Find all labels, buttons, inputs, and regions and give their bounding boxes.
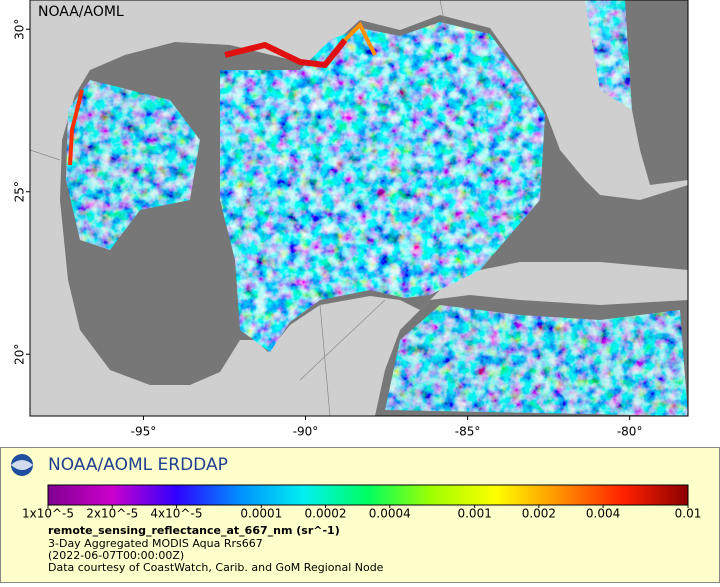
colorbar-tick-label: 2x10^-5 [86, 507, 138, 521]
axes: 30° 25° 20° -95° -90° -85° -80° [13, 19, 643, 439]
watermark: NOAA/AOML [38, 4, 124, 20]
y-tick-label: 25° [13, 181, 27, 202]
y-tick-label: 20° [13, 344, 27, 365]
map-area: NOAA/AOML [30, 0, 688, 416]
colorbar-tick-label: 0.0004 [369, 507, 411, 521]
colorbar-tick-label: 0.004 [586, 507, 620, 521]
colorbar-tick-label: 4x10^-5 [150, 507, 202, 521]
x-tick-label: -80° [617, 425, 643, 439]
coastal-high [343, 21, 377, 56]
map-frame [29, 0, 689, 417]
colorbar-tick-label: 0.01 [675, 507, 702, 521]
noaa-logo [11, 460, 33, 470]
borders [30, 0, 446, 416]
data-coverage [220, 22, 545, 352]
variable-name: remote_sensing_reflectance_at_667_nm (sr… [48, 524, 340, 537]
x-tick-label: -90° [293, 425, 319, 439]
colorbar-tick-label: 0.0002 [305, 507, 347, 521]
legend-line: 3-Day Aggregated MODIS Aqua Rrs667 [48, 537, 263, 550]
data-coverage [585, 0, 632, 110]
colorbar-tick-label: 0.002 [522, 507, 556, 521]
x-tick-label: -85° [455, 425, 481, 439]
coastal-high [68, 89, 84, 166]
colorbar-tick-label: 0.0001 [240, 507, 282, 521]
colorbar [47, 484, 689, 506]
legend-line: Data courtesy of CoastWatch, Carib. and … [48, 561, 384, 574]
legend-line: (2022-06-07T00:00:00Z) [48, 549, 184, 562]
colorbar-tick-label: 1x10^-5 [22, 507, 74, 521]
x-tick-label: -95° [131, 425, 157, 439]
legend-title: NOAA/AOML ERDDAP [48, 455, 228, 475]
atlantic-water [612, 0, 688, 185]
legend-panel [0, 447, 720, 583]
coastal-high [224, 38, 348, 69]
data-coverage [385, 305, 688, 416]
data-coverage [66, 80, 200, 250]
y-tick-label: 30° [13, 19, 27, 40]
colorbar-tick-label: 0.001 [457, 507, 491, 521]
